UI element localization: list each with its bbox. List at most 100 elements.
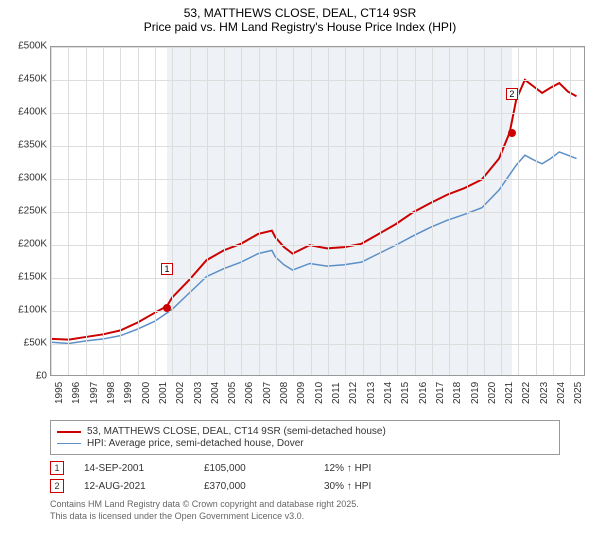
- grid-line-v: [363, 47, 364, 375]
- data-point-row: 114-SEP-2001£105,00012% ↑ HPI: [50, 461, 560, 475]
- title-address: 53, MATTHEWS CLOSE, DEAL, CT14 9SR: [0, 6, 600, 20]
- x-axis-label: 1995: [54, 382, 65, 404]
- grid-line-h: [51, 146, 584, 147]
- x-axis-label: 2000: [141, 382, 152, 404]
- grid-line-v: [536, 47, 537, 375]
- y-axis-label: £150K: [5, 272, 47, 283]
- grid-line-v: [155, 47, 156, 375]
- grid-line-h: [51, 47, 584, 48]
- legend-item: 53, MATTHEWS CLOSE, DEAL, CT14 9SR (semi…: [57, 426, 553, 437]
- data-point-price: £370,000: [204, 481, 324, 492]
- grid-line-v: [345, 47, 346, 375]
- x-axis-label: 2016: [418, 382, 429, 404]
- y-axis-label: £500K: [5, 41, 47, 52]
- legend-swatch: [57, 431, 81, 433]
- x-axis-label: 1998: [106, 382, 117, 404]
- grid-line-v: [415, 47, 416, 375]
- x-axis-label: 2022: [521, 382, 532, 404]
- grid-line-v: [207, 47, 208, 375]
- legend-label: HPI: Average price, semi-detached house,…: [87, 438, 304, 449]
- credit-line2: This data is licensed under the Open Gov…: [50, 511, 560, 523]
- data-point-row: 212-AUG-2021£370,00030% ↑ HPI: [50, 479, 560, 493]
- grid-line-v: [328, 47, 329, 375]
- x-axis-label: 2021: [504, 382, 515, 404]
- y-axis-label: £350K: [5, 140, 47, 151]
- x-axis-label: 2002: [175, 382, 186, 404]
- grid-line-h: [51, 80, 584, 81]
- x-axis-label: 2013: [366, 382, 377, 404]
- data-point-marker-icon: 2: [50, 479, 64, 493]
- grid-line-h: [51, 311, 584, 312]
- x-axis-label: 2001: [158, 382, 169, 404]
- grid-line-v: [103, 47, 104, 375]
- y-axis-label: £200K: [5, 239, 47, 250]
- grid-line-v: [397, 47, 398, 375]
- x-axis-label: 2014: [383, 382, 394, 404]
- title-subtitle: Price paid vs. HM Land Registry's House …: [0, 20, 600, 34]
- grid-line-v: [380, 47, 381, 375]
- grid-line-v: [68, 47, 69, 375]
- grid-line-h: [51, 344, 584, 345]
- x-axis-label: 2012: [348, 382, 359, 404]
- y-axis-label: £450K: [5, 74, 47, 85]
- y-axis-label: £400K: [5, 107, 47, 118]
- grid-line-h: [51, 179, 584, 180]
- grid-line-v: [120, 47, 121, 375]
- x-axis-label: 2009: [296, 382, 307, 404]
- y-axis-label: £250K: [5, 206, 47, 217]
- x-axis-label: 2015: [400, 382, 411, 404]
- x-axis-label: 2008: [279, 382, 290, 404]
- grid-line-h: [51, 212, 584, 213]
- grid-line-v: [241, 47, 242, 375]
- grid-line-v: [224, 47, 225, 375]
- grid-line-v: [432, 47, 433, 375]
- legend-item: HPI: Average price, semi-detached house,…: [57, 438, 553, 449]
- grid-line-h: [51, 245, 584, 246]
- line-chart-svg: [51, 47, 584, 375]
- price-point-marker: 1: [161, 263, 173, 275]
- x-axis-label: 1999: [123, 382, 134, 404]
- legend-swatch: [57, 443, 81, 445]
- y-axis-label: £0: [5, 371, 47, 382]
- x-axis-label: 1996: [71, 382, 82, 404]
- legend-label: 53, MATTHEWS CLOSE, DEAL, CT14 9SR (semi…: [87, 426, 386, 437]
- data-point-date: 12-AUG-2021: [84, 481, 204, 492]
- chart-container: 53, MATTHEWS CLOSE, DEAL, CT14 9SR Price…: [0, 0, 600, 560]
- x-axis-label: 2004: [210, 382, 221, 404]
- data-point-price: £105,000: [204, 463, 324, 474]
- x-axis-label: 1997: [89, 382, 100, 404]
- grid-line-v: [86, 47, 87, 375]
- title-block: 53, MATTHEWS CLOSE, DEAL, CT14 9SR Price…: [0, 0, 600, 36]
- grid-line-h: [51, 278, 584, 279]
- grid-line-v: [518, 47, 519, 375]
- x-axis-label: 2019: [470, 382, 481, 404]
- grid-line-v: [570, 47, 571, 375]
- grid-line-v: [190, 47, 191, 375]
- x-axis-label: 2023: [539, 382, 550, 404]
- price-point-dot: [508, 129, 516, 137]
- grid-line-v: [484, 47, 485, 375]
- x-axis-label: 2024: [556, 382, 567, 404]
- x-axis-label: 2025: [573, 382, 584, 404]
- price-point-marker: 2: [506, 88, 518, 100]
- grid-line-v: [172, 47, 173, 375]
- x-axis-label: 2003: [193, 382, 204, 404]
- x-axis-label: 2017: [435, 382, 446, 404]
- series-line: [52, 80, 577, 340]
- data-point-delta: 12% ↑ HPI: [324, 463, 444, 474]
- grid-line-v: [467, 47, 468, 375]
- x-axis-label: 2006: [244, 382, 255, 404]
- credit-line1: Contains HM Land Registry data © Crown c…: [50, 499, 560, 511]
- grid-line-v: [293, 47, 294, 375]
- x-axis-label: 2020: [487, 382, 498, 404]
- grid-line-v: [276, 47, 277, 375]
- x-axis-label: 2005: [227, 382, 238, 404]
- grid-line-v: [553, 47, 554, 375]
- y-axis-label: £300K: [5, 173, 47, 184]
- grid-line-v: [501, 47, 502, 375]
- grid-line-v: [51, 47, 52, 375]
- grid-line-v: [259, 47, 260, 375]
- y-axis-label: £100K: [5, 305, 47, 316]
- grid-line-h: [51, 113, 584, 114]
- price-point-dot: [163, 304, 171, 312]
